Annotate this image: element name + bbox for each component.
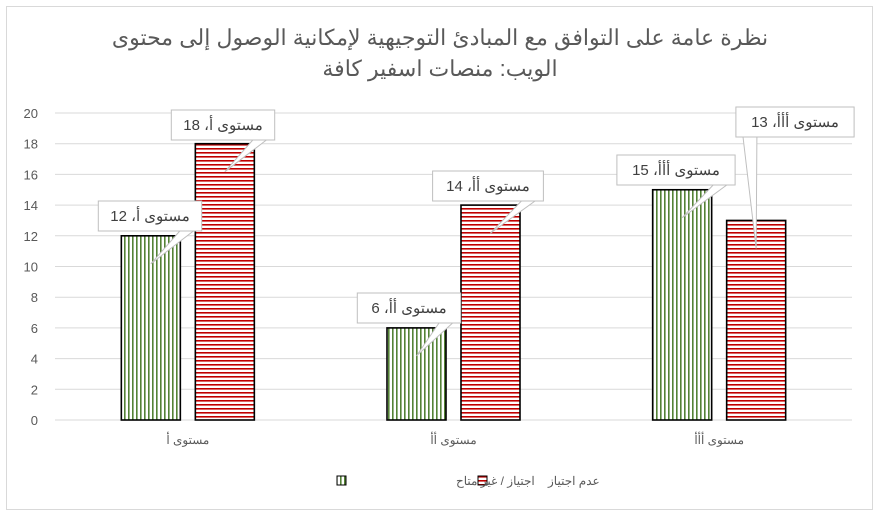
y-tick-label: 20	[24, 106, 38, 121]
bar-series-2	[725, 219, 787, 421]
data-label-callout: مستوى أأأ، 13	[735, 106, 855, 249]
legend-label-series-1: اجتياز / غير متاح	[456, 474, 535, 488]
legend-swatch-series-1	[336, 475, 347, 486]
x-category-label: مستوى أأ	[430, 432, 476, 447]
chart-title: نظرة عامة على التوافق مع المبادئ التوجيه…	[112, 25, 768, 82]
y-tick-label: 12	[24, 229, 38, 244]
bar-series-2	[194, 142, 256, 421]
y-tick-label: 14	[24, 198, 38, 213]
data-label-callout: مستوى أأأ، 15	[616, 154, 736, 219]
data-label: مستوى أأ، 14	[446, 176, 530, 195]
chart-title-line-1: نظرة عامة على التوافق مع المبادئ التوجيه…	[112, 25, 768, 51]
callout-box	[432, 170, 544, 202]
callout-box	[97, 200, 203, 232]
legend-swatch-series-2	[477, 475, 488, 486]
y-tick-label: 8	[31, 290, 38, 305]
data-label: مستوى أأأ، 13	[751, 112, 839, 131]
data-label-callout: مستوى أأ، 6	[356, 292, 462, 357]
data-label-callout: مستوى أأ، 14	[432, 170, 544, 234]
y-tick-label: 4	[31, 352, 38, 367]
chart-title-line-2: الويب: منصات اسفير كافة	[322, 56, 557, 82]
x-axis-categories: مستوى أ مستوى أأ مستوى أأأ	[166, 432, 744, 447]
callout-box	[356, 292, 462, 324]
y-tick-label: 0	[31, 413, 38, 428]
data-label: مستوى أأ، 6	[371, 298, 446, 317]
data-label-callout: مستوى أ، 12	[97, 200, 203, 265]
y-tick-label: 6	[31, 321, 38, 336]
legend-label-series-2: عدم اجتياز	[547, 474, 600, 488]
y-axis-ticks: 0 2 4 6 8 10 12 14 16 18 20	[24, 106, 38, 428]
data-label: مستوى أ، 18	[183, 115, 262, 134]
data-label: مستوى أ، 12	[110, 206, 189, 225]
bar-series-1	[651, 188, 713, 421]
legend-item-series-1: اجتياز / غير متاح	[336, 474, 535, 488]
y-tick-label: 10	[24, 260, 38, 275]
bar-series-1	[386, 327, 447, 421]
legend: عدم اجتياز اجتياز / غير متاح	[336, 474, 600, 488]
legend-item-series-2: عدم اجتياز	[477, 474, 600, 488]
y-tick-label: 16	[24, 167, 38, 182]
x-category-label: مستوى أأأ	[694, 432, 744, 447]
callout-box	[616, 154, 736, 186]
y-tick-label: 2	[31, 382, 38, 397]
bars	[120, 142, 787, 421]
data-label-callout: مستوى أ، 18	[170, 109, 276, 173]
bar-series-1	[120, 235, 182, 421]
bar-series-2	[460, 204, 521, 421]
x-category-label: مستوى أ	[166, 432, 209, 447]
data-label-callouts: مستوى أ، 12 مستوى أ، 18 مستوى أأ، 6 مستوى أ…	[97, 106, 855, 357]
callout-box	[735, 106, 855, 138]
callout-box	[170, 109, 276, 141]
y-tick-label: 18	[24, 137, 38, 152]
data-label: مستوى أأأ، 15	[632, 160, 720, 179]
